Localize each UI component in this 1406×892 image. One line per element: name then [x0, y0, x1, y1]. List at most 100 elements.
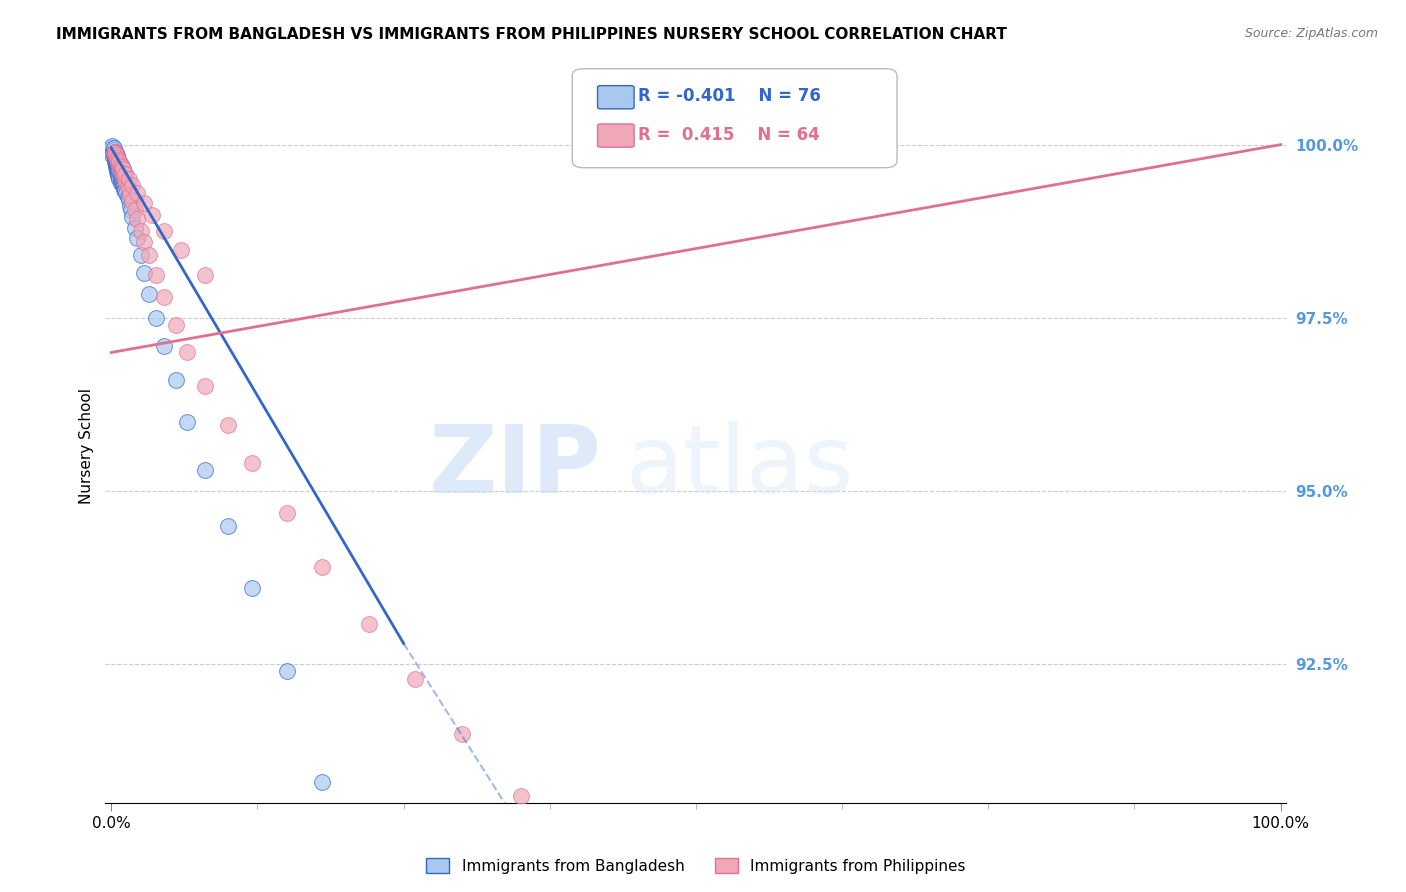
Point: [104, 148, 127, 162]
Point: [110, 172, 132, 186]
Point: [105, 152, 128, 166]
Point: [124, 220, 146, 235]
Point: [117, 189, 139, 203]
Point: [115, 176, 138, 190]
Point: [104, 145, 127, 160]
Point: [125, 186, 148, 201]
Point: [105, 161, 128, 176]
Point: [104, 148, 127, 162]
Point: [568, 847, 591, 862]
Point: [105, 160, 128, 174]
Point: [240, 456, 263, 470]
Point: [108, 172, 131, 186]
Point: [104, 153, 127, 167]
Point: [194, 268, 217, 282]
Point: [112, 169, 135, 183]
Text: atlas: atlas: [626, 421, 853, 514]
Legend: Immigrants from Bangladesh, Immigrants from Philippines: Immigrants from Bangladesh, Immigrants f…: [426, 858, 966, 873]
Point: [357, 617, 380, 632]
Point: [110, 169, 132, 183]
Point: [105, 153, 128, 167]
Point: [118, 172, 141, 186]
Text: ZIP: ZIP: [429, 421, 602, 514]
Point: [118, 183, 141, 197]
Point: [112, 183, 135, 197]
Point: [111, 160, 134, 174]
Point: [103, 143, 125, 157]
Point: [101, 139, 124, 153]
Point: [217, 518, 239, 533]
Point: [311, 775, 333, 789]
Point: [153, 223, 176, 237]
Point: [104, 152, 127, 166]
Point: [141, 208, 163, 222]
Point: [103, 145, 125, 159]
Point: [104, 160, 127, 174]
Point: [194, 378, 217, 392]
Y-axis label: Nursery School: Nursery School: [79, 388, 94, 504]
Point: [107, 153, 129, 167]
Point: [107, 155, 129, 169]
Point: [114, 167, 136, 181]
Point: [112, 179, 135, 194]
Point: [240, 581, 263, 595]
Point: [121, 194, 143, 209]
Point: [103, 145, 125, 160]
Point: [145, 310, 167, 325]
Point: [104, 148, 127, 162]
Point: [153, 338, 176, 352]
Point: [104, 145, 127, 159]
Point: [110, 176, 132, 190]
Point: [104, 152, 127, 166]
Point: [121, 211, 143, 225]
Point: [104, 153, 127, 167]
Point: [153, 290, 176, 304]
Point: [125, 212, 148, 227]
Point: [451, 726, 474, 740]
Point: [111, 161, 134, 176]
Point: [104, 148, 127, 162]
Point: [105, 148, 128, 162]
Point: [276, 506, 298, 520]
Point: [117, 179, 139, 194]
Text: Source: ZipAtlas.com: Source: ZipAtlas.com: [1244, 27, 1378, 40]
Point: [108, 165, 131, 179]
Point: [105, 165, 128, 179]
Point: [104, 145, 127, 160]
Point: [103, 141, 125, 155]
Point: [107, 165, 129, 179]
Point: [217, 418, 239, 433]
Text: R = -0.401    N = 76: R = -0.401 N = 76: [638, 87, 821, 105]
Point: [104, 155, 127, 169]
Point: [276, 664, 298, 678]
Point: [132, 235, 155, 249]
Point: [103, 148, 125, 162]
Point: [120, 203, 142, 218]
Point: [101, 141, 124, 155]
Point: [176, 345, 198, 359]
Text: IMMIGRANTS FROM BANGLADESH VS IMMIGRANTS FROM PHILIPPINES NURSERY SCHOOL CORRELA: IMMIGRANTS FROM BANGLADESH VS IMMIGRANTS…: [56, 27, 1007, 42]
Point: [170, 243, 193, 257]
Point: [111, 160, 134, 174]
Point: [111, 161, 134, 176]
Point: [104, 146, 127, 161]
Point: [104, 150, 127, 164]
Point: [107, 161, 129, 176]
Point: [115, 186, 138, 201]
Point: [101, 145, 124, 159]
Point: [105, 158, 128, 172]
Point: [108, 155, 131, 169]
Point: [118, 198, 141, 212]
Point: [114, 172, 136, 186]
Point: [104, 145, 127, 159]
Point: [111, 161, 134, 176]
Point: [101, 148, 124, 162]
Point: [138, 248, 160, 262]
Point: [105, 150, 128, 164]
Point: [108, 158, 131, 172]
Point: [132, 195, 155, 210]
Point: [107, 169, 129, 183]
Point: [103, 145, 125, 160]
Point: [110, 158, 132, 172]
Point: [194, 463, 217, 477]
